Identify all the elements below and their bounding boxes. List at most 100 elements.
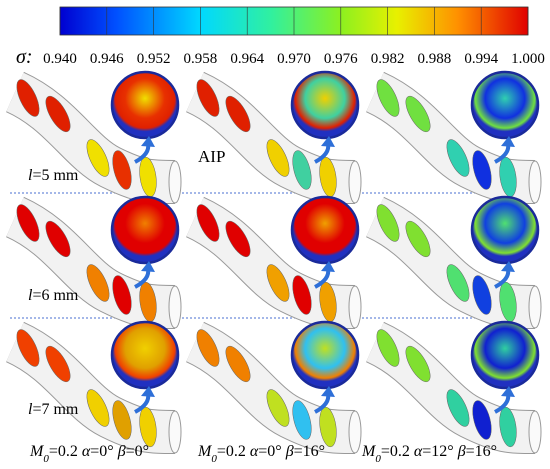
column-label-part: =0.2 (49, 443, 82, 460)
column-label-part: =16° (294, 443, 325, 460)
slice (45, 95, 71, 133)
aip-contour (290, 320, 360, 390)
row-label-part: =6 mm (32, 287, 78, 304)
column-label: M0=0.2 α=0° β=0° (29, 443, 149, 465)
annotation: AIP (198, 147, 225, 166)
slice (472, 150, 492, 190)
colorbar-tick-label: 0.970 (277, 51, 311, 67)
slice (472, 400, 492, 440)
row-label-part: l (28, 287, 33, 304)
slice (112, 150, 132, 190)
row-label: l=6 mm (28, 287, 79, 304)
slice (376, 204, 400, 242)
column-label-part: M (29, 443, 45, 460)
arrow-head (141, 136, 155, 147)
slice (86, 389, 110, 427)
slice (196, 204, 220, 242)
slice (86, 264, 110, 302)
row-label: l=5 mm (28, 167, 79, 184)
column-label: M0=0.2 α=12° β=16° (361, 443, 497, 465)
slice (112, 400, 132, 440)
column-label-part: 0 (43, 453, 49, 465)
column-label-part: M (197, 443, 213, 460)
column-label-part: =12° (422, 443, 457, 460)
row-label-part: =5 mm (32, 167, 78, 184)
column-label-part: M (361, 443, 377, 460)
column-label-part: 0 (375, 453, 381, 465)
arrow-head (141, 261, 155, 272)
slice (446, 389, 470, 427)
slice (266, 264, 290, 302)
duct-end (168, 160, 182, 204)
duct-end (348, 285, 362, 329)
colorbar-tick-label: 0.994 (464, 51, 498, 67)
slice (292, 400, 312, 440)
column-label-part: =16° (466, 443, 497, 460)
arrow-head (501, 386, 515, 397)
slice (45, 345, 71, 383)
colorbar-tick-label: 0.964 (230, 51, 264, 67)
aip-contour (110, 320, 180, 390)
duct-end (528, 160, 542, 204)
colorbar-tick-label: 0.940 (43, 51, 77, 67)
panel (185, 320, 362, 454)
duct-end (348, 160, 362, 204)
row-label-part: l (28, 167, 33, 184)
aip-contour (110, 70, 180, 140)
slice (266, 389, 290, 427)
panel (5, 70, 182, 204)
arrow-head (321, 386, 335, 397)
arrow-head (501, 136, 515, 147)
column-label: M0=0.2 α=0° β=16° (197, 443, 325, 465)
column-label-part: 0 (211, 453, 217, 465)
duct-end (528, 410, 542, 454)
column-label-part: β (117, 443, 126, 460)
panel (185, 195, 362, 329)
slice (405, 345, 431, 383)
duct-end (168, 410, 182, 454)
slice (376, 79, 400, 117)
column-label-part: β (285, 443, 294, 460)
slice (446, 139, 470, 177)
aip-contour (470, 195, 540, 265)
column-label-part: =0° (90, 443, 117, 460)
panel (185, 70, 362, 204)
slice (16, 329, 40, 367)
column-label-part: =0.2 (381, 443, 414, 460)
duct-end (168, 285, 182, 329)
column-label-part: α (250, 443, 259, 460)
panel (365, 195, 542, 329)
slice (405, 220, 431, 258)
slice (196, 79, 220, 117)
slice (225, 345, 251, 383)
duct-end (528, 285, 542, 329)
column-label-part: =0° (126, 443, 149, 460)
slice (292, 150, 312, 190)
slice (112, 275, 132, 315)
colorbar-tick-label: 0.958 (184, 51, 218, 67)
aip-contour (470, 70, 540, 140)
panel (365, 320, 542, 454)
colorbar-tick-label: 0.988 (418, 51, 452, 67)
slice (472, 275, 492, 315)
slice (405, 95, 431, 133)
column-label-part: α (82, 443, 91, 460)
aip-contour (290, 195, 360, 265)
row-label-part: =7 mm (32, 401, 78, 418)
panel (5, 320, 182, 454)
arrow-head (141, 386, 155, 397)
slice (266, 139, 290, 177)
column-label-part: β (457, 443, 466, 460)
slice (292, 275, 312, 315)
slice (16, 204, 40, 242)
slice (196, 329, 220, 367)
row-label-part: l (28, 401, 33, 418)
panel (5, 195, 182, 329)
slice (446, 264, 470, 302)
column-label-part: α (414, 443, 423, 460)
colorbar-tick-label: 1.000 (511, 51, 545, 67)
slice (86, 139, 110, 177)
aip-contour (110, 195, 180, 265)
row-label: l=7 mm (28, 401, 79, 418)
colorbar-symbol: σ: (16, 46, 33, 68)
